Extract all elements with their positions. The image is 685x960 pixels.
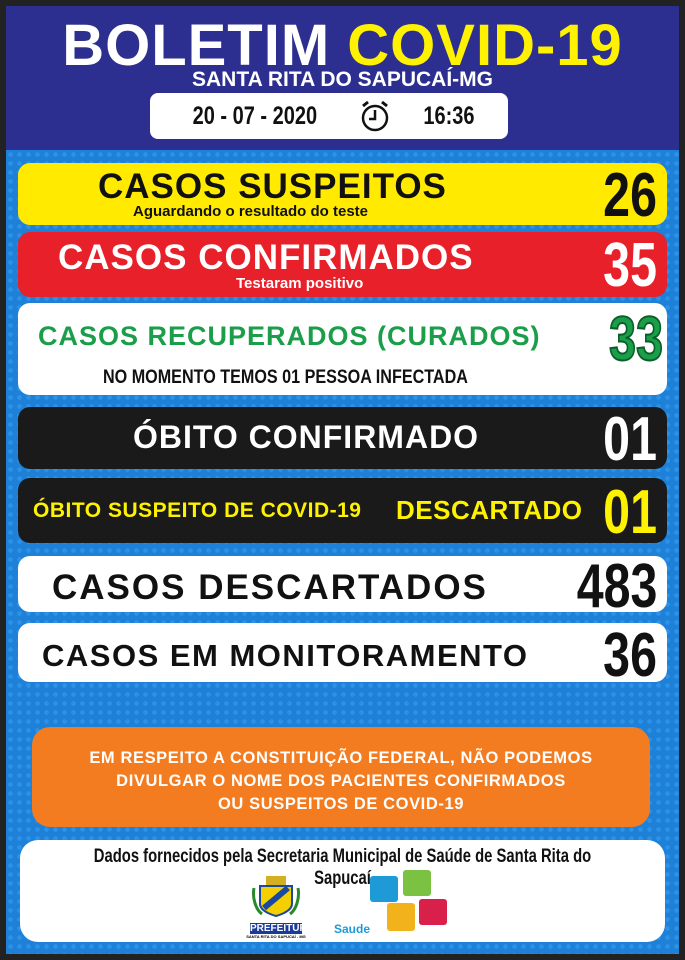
notice-line: EM RESPEITO A CONSTITUIÇÃO FEDERAL, NÃO … bbox=[89, 749, 593, 767]
recovered-value: 33 bbox=[608, 305, 663, 374]
confirmed-death-bar: ÓBITO CONFIRMADO 01 bbox=[18, 405, 667, 474]
suspected-death-bar: ÓBITO SUSPEITO DE COVID-19 DESCARTADO 01 bbox=[18, 478, 667, 547]
notice-line: OU SUSPEITOS DE COVID-19 bbox=[217, 795, 465, 813]
discarded-label: CASOS DESCARTADOS bbox=[52, 568, 488, 607]
date: 20 - 07 - 2020 bbox=[192, 101, 318, 130]
title-boletim: BOLETIM bbox=[62, 13, 331, 78]
header: BOLETIM COVID-19 SANTA RITA DO SAPUCAÍ-M… bbox=[6, 6, 679, 150]
infected-note: NO MOMENTO TEMOS 01 PESSOA INFECTADA bbox=[103, 367, 468, 388]
death-label: ÓBITO CONFIRMADO bbox=[133, 419, 480, 455]
monitoring-label: CASOS EM MONITORAMENTO bbox=[42, 638, 529, 673]
saude-label: Saude bbox=[334, 922, 371, 936]
prefeitura-label: PREFEITURA bbox=[250, 923, 314, 934]
suspected-cases-bar: CASOS SUSPEITOS Aguardando o resultado d… bbox=[18, 161, 667, 230]
title-covid: COVID-19 bbox=[347, 13, 623, 78]
suspected-death-value: 01 bbox=[603, 478, 657, 547]
footer: Dados fornecidos pela Secretaria Municip… bbox=[20, 840, 665, 942]
confirmed-cases-bar: CASOS CONFIRMADOS Testaram positivo 35 bbox=[18, 232, 667, 297]
recovered-cases-bar: CASOS RECUPERADOS (CURADOS) 33 NO MOMENT… bbox=[18, 303, 667, 395]
saude-logo: Saude bbox=[330, 870, 460, 940]
suspected-value: 26 bbox=[603, 161, 657, 230]
suspected-label: CASOS SUSPEITOS bbox=[98, 167, 447, 206]
prefeitura-logo: PREFEITURA SANTA RITA DO SAPUCAÍ - MG bbox=[246, 874, 314, 939]
recovered-label: CASOS RECUPERADOS (CURADOS) bbox=[38, 321, 541, 351]
alarm-clock-icon bbox=[361, 100, 389, 132]
death-value: 01 bbox=[603, 405, 657, 474]
notice-line: DIVULGAR O NOME DOS PACIENTES CONFIRMADO… bbox=[116, 772, 566, 790]
confirmed-note: Testaram positivo bbox=[236, 275, 364, 292]
suspected-note: Aguardando o resultado do teste bbox=[133, 203, 369, 220]
prefeitura-sub: SANTA RITA DO SAPUCAÍ - MG bbox=[246, 934, 306, 939]
city-subtitle: SANTA RITA DO SAPUCAÍ-MG bbox=[192, 68, 493, 91]
page-title: BOLETIM COVID-19 bbox=[6, 12, 679, 79]
time: 16:36 bbox=[423, 101, 475, 130]
confirmed-label: CASOS CONFIRMADOS bbox=[58, 238, 474, 277]
monitoring-value: 36 bbox=[603, 621, 657, 690]
confirmed-value: 35 bbox=[603, 231, 657, 300]
date-time-box: 20 - 07 - 2020 16:36 bbox=[150, 93, 508, 139]
discarded-status: DESCARTADO bbox=[396, 495, 583, 525]
coat-of-arms-icon bbox=[252, 876, 300, 918]
privacy-notice: EM RESPEITO A CONSTITUIÇÃO FEDERAL, NÃO … bbox=[32, 727, 650, 827]
discarded-cases-bar: CASOS DESCARTADOS 483 bbox=[18, 556, 667, 618]
monitoring-cases-bar: CASOS EM MONITORAMENTO 36 bbox=[18, 623, 667, 687]
data-source: Dados fornecidos pela Secretaria Municip… bbox=[93, 846, 592, 889]
discarded-value: 483 bbox=[576, 552, 657, 621]
suspected-death-label: ÓBITO SUSPEITO DE COVID-19 bbox=[33, 499, 362, 522]
